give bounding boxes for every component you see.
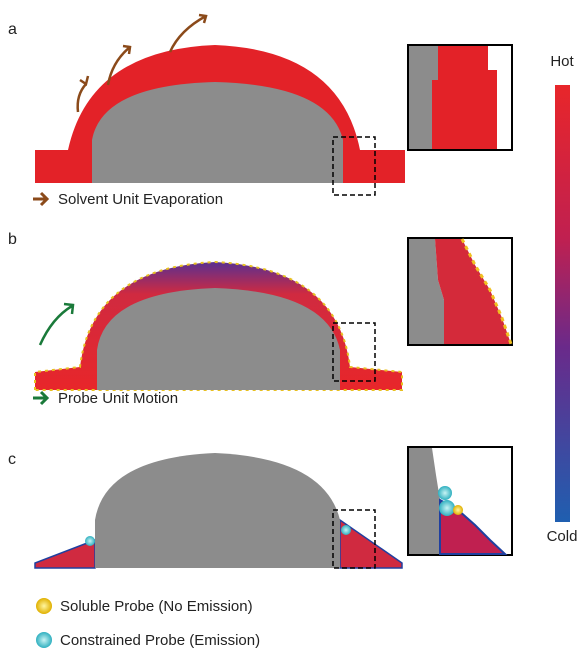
caption-arrow (33, 390, 50, 406)
zoom-box (332, 509, 376, 569)
legend-swatch (36, 598, 52, 614)
legend-swatch (36, 632, 52, 648)
zoom-box (332, 322, 376, 382)
panel-a: a Solvent Unit Evaporation (8, 13, 513, 208)
inset-c (407, 446, 513, 556)
inset-b (407, 237, 513, 346)
panel-label: a (8, 21, 17, 38)
constrained-probe (341, 525, 351, 535)
panel-c: c (8, 446, 513, 569)
colorbar-top: Hot (550, 53, 574, 70)
inset-a (407, 44, 513, 151)
panel-label: b (8, 231, 17, 248)
panel-label: c (8, 451, 16, 468)
zoom-box (332, 136, 376, 196)
residue-left (34, 538, 96, 569)
caption-arrow (33, 191, 50, 207)
substrate (95, 453, 340, 568)
substrate (97, 288, 340, 390)
legend: Soluble Probe (No Emission) Constrained … (36, 598, 260, 649)
caption: Probe Unit Motion (58, 390, 178, 407)
legend-label: Constrained Probe (Emission) (60, 632, 260, 649)
substrate (92, 82, 343, 183)
caption: Solvent Unit Evaporation (58, 191, 223, 208)
evaporation-arrows (76, 13, 208, 113)
colorbar: Hot Cold (547, 53, 578, 545)
colorbar-scale (555, 85, 570, 522)
legend-label: Soluble Probe (No Emission) (60, 598, 253, 615)
constrained-probe (85, 536, 95, 546)
panel-b: b Probe Unit Motion (8, 231, 513, 407)
colorbar-bottom: Cold (547, 528, 578, 545)
motion-arrow (38, 302, 75, 346)
